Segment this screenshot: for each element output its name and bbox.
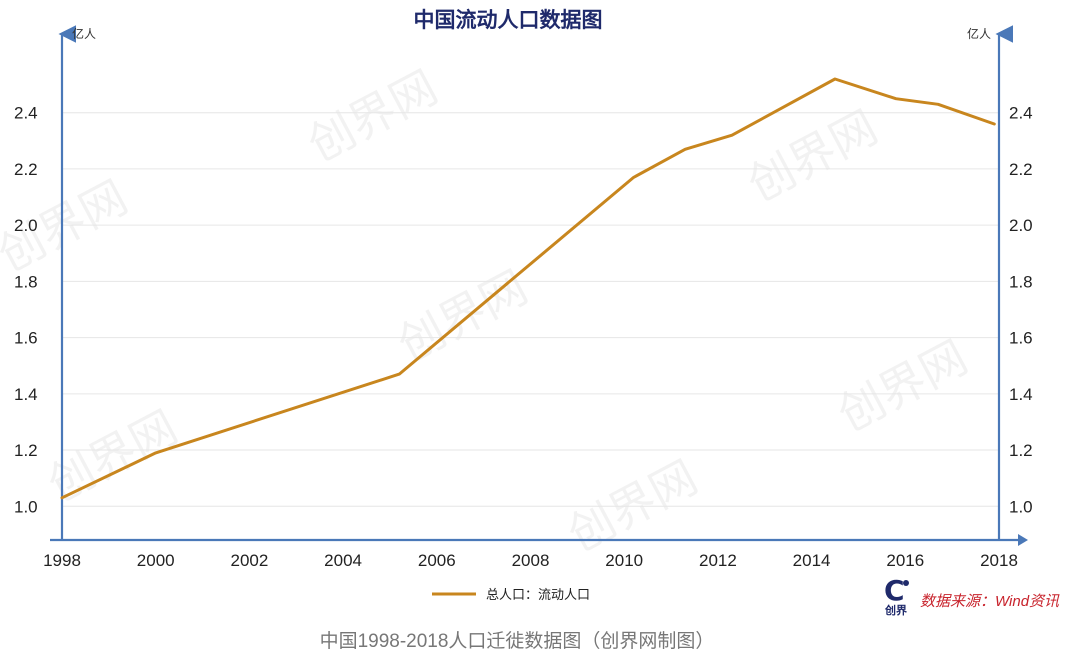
x-tick-label: 2008 (512, 551, 550, 570)
y-tick-label: 1.4 (14, 385, 38, 404)
x-tick-label: 2018 (980, 551, 1018, 570)
y-tick-label: 1.6 (14, 329, 38, 348)
logo-dot-icon (903, 580, 909, 586)
y-tick-labels-right: 1.0 1.2 1.4 1.6 1.8 2.0 2.2 2.4 (1009, 104, 1033, 517)
y-tick-label: 2.2 (1009, 160, 1033, 179)
y-tick-label: 1.0 (1009, 497, 1033, 516)
watermark-text: 创界网 (829, 330, 976, 442)
legend: 总人口：流动人口 (432, 587, 590, 602)
source-logo: C 创界 (884, 574, 909, 617)
caption: 中国1998-2018人口迁徙数据图（创界网制图） (320, 630, 715, 652)
grid-lines (62, 112, 999, 507)
y-unit-left: 亿人 (72, 26, 96, 41)
y-tick-label: 1.8 (1009, 272, 1033, 291)
x-tick-label: 2016 (886, 551, 924, 570)
y-tick-label: 1.0 (14, 497, 38, 516)
chart-title: 中国流动人口数据图 (414, 8, 603, 32)
x-axis-arrow-icon (1018, 534, 1028, 546)
y-tick-labels-left: 1.0 1.2 1.4 1.6 1.8 2.0 2.2 2.4 (14, 104, 38, 517)
y-tick-label: 2.4 (14, 104, 38, 123)
x-tick-label: 2002 (230, 551, 268, 570)
y-tick-label: 1.2 (14, 441, 38, 460)
x-tick-label: 1998 (43, 551, 81, 570)
legend-label: 总人口：流动人口 (486, 587, 590, 602)
y-tick-label: 1.4 (1009, 385, 1033, 404)
logo-text: 创界 (884, 603, 907, 617)
y-tick-label: 2.2 (14, 160, 38, 179)
x-tick-label: 2004 (324, 551, 362, 570)
watermark-text: 创界网 (739, 100, 886, 212)
x-tick-label: 2012 (699, 551, 737, 570)
y-tick-label: 2.4 (1009, 104, 1033, 123)
series-layer (60, 77, 996, 500)
x-tick-labels: 1998 2000 2002 2004 2006 2008 2010 2012 2014 2016… (43, 551, 1018, 570)
x-tick-label: 2014 (793, 551, 831, 570)
y-tick-label: 2.0 (1009, 216, 1033, 235)
y-tick-label: 1.2 (1009, 441, 1033, 460)
y-tick-label: 1.8 (14, 272, 38, 291)
source-note: 数据来源：Wind资讯 (920, 593, 1060, 610)
y-tick-label: 1.6 (1009, 329, 1033, 348)
x-tick-label: 2010 (605, 551, 643, 570)
y-unit-right: 亿人 (967, 26, 991, 41)
series-line (60, 77, 996, 500)
x-tick-label: 2000 (137, 551, 175, 570)
watermark-text: 创界网 (299, 60, 446, 172)
y-tick-label: 2.0 (14, 216, 38, 235)
x-tick-label: 2006 (418, 551, 456, 570)
logo-c-icon: C (884, 574, 905, 607)
